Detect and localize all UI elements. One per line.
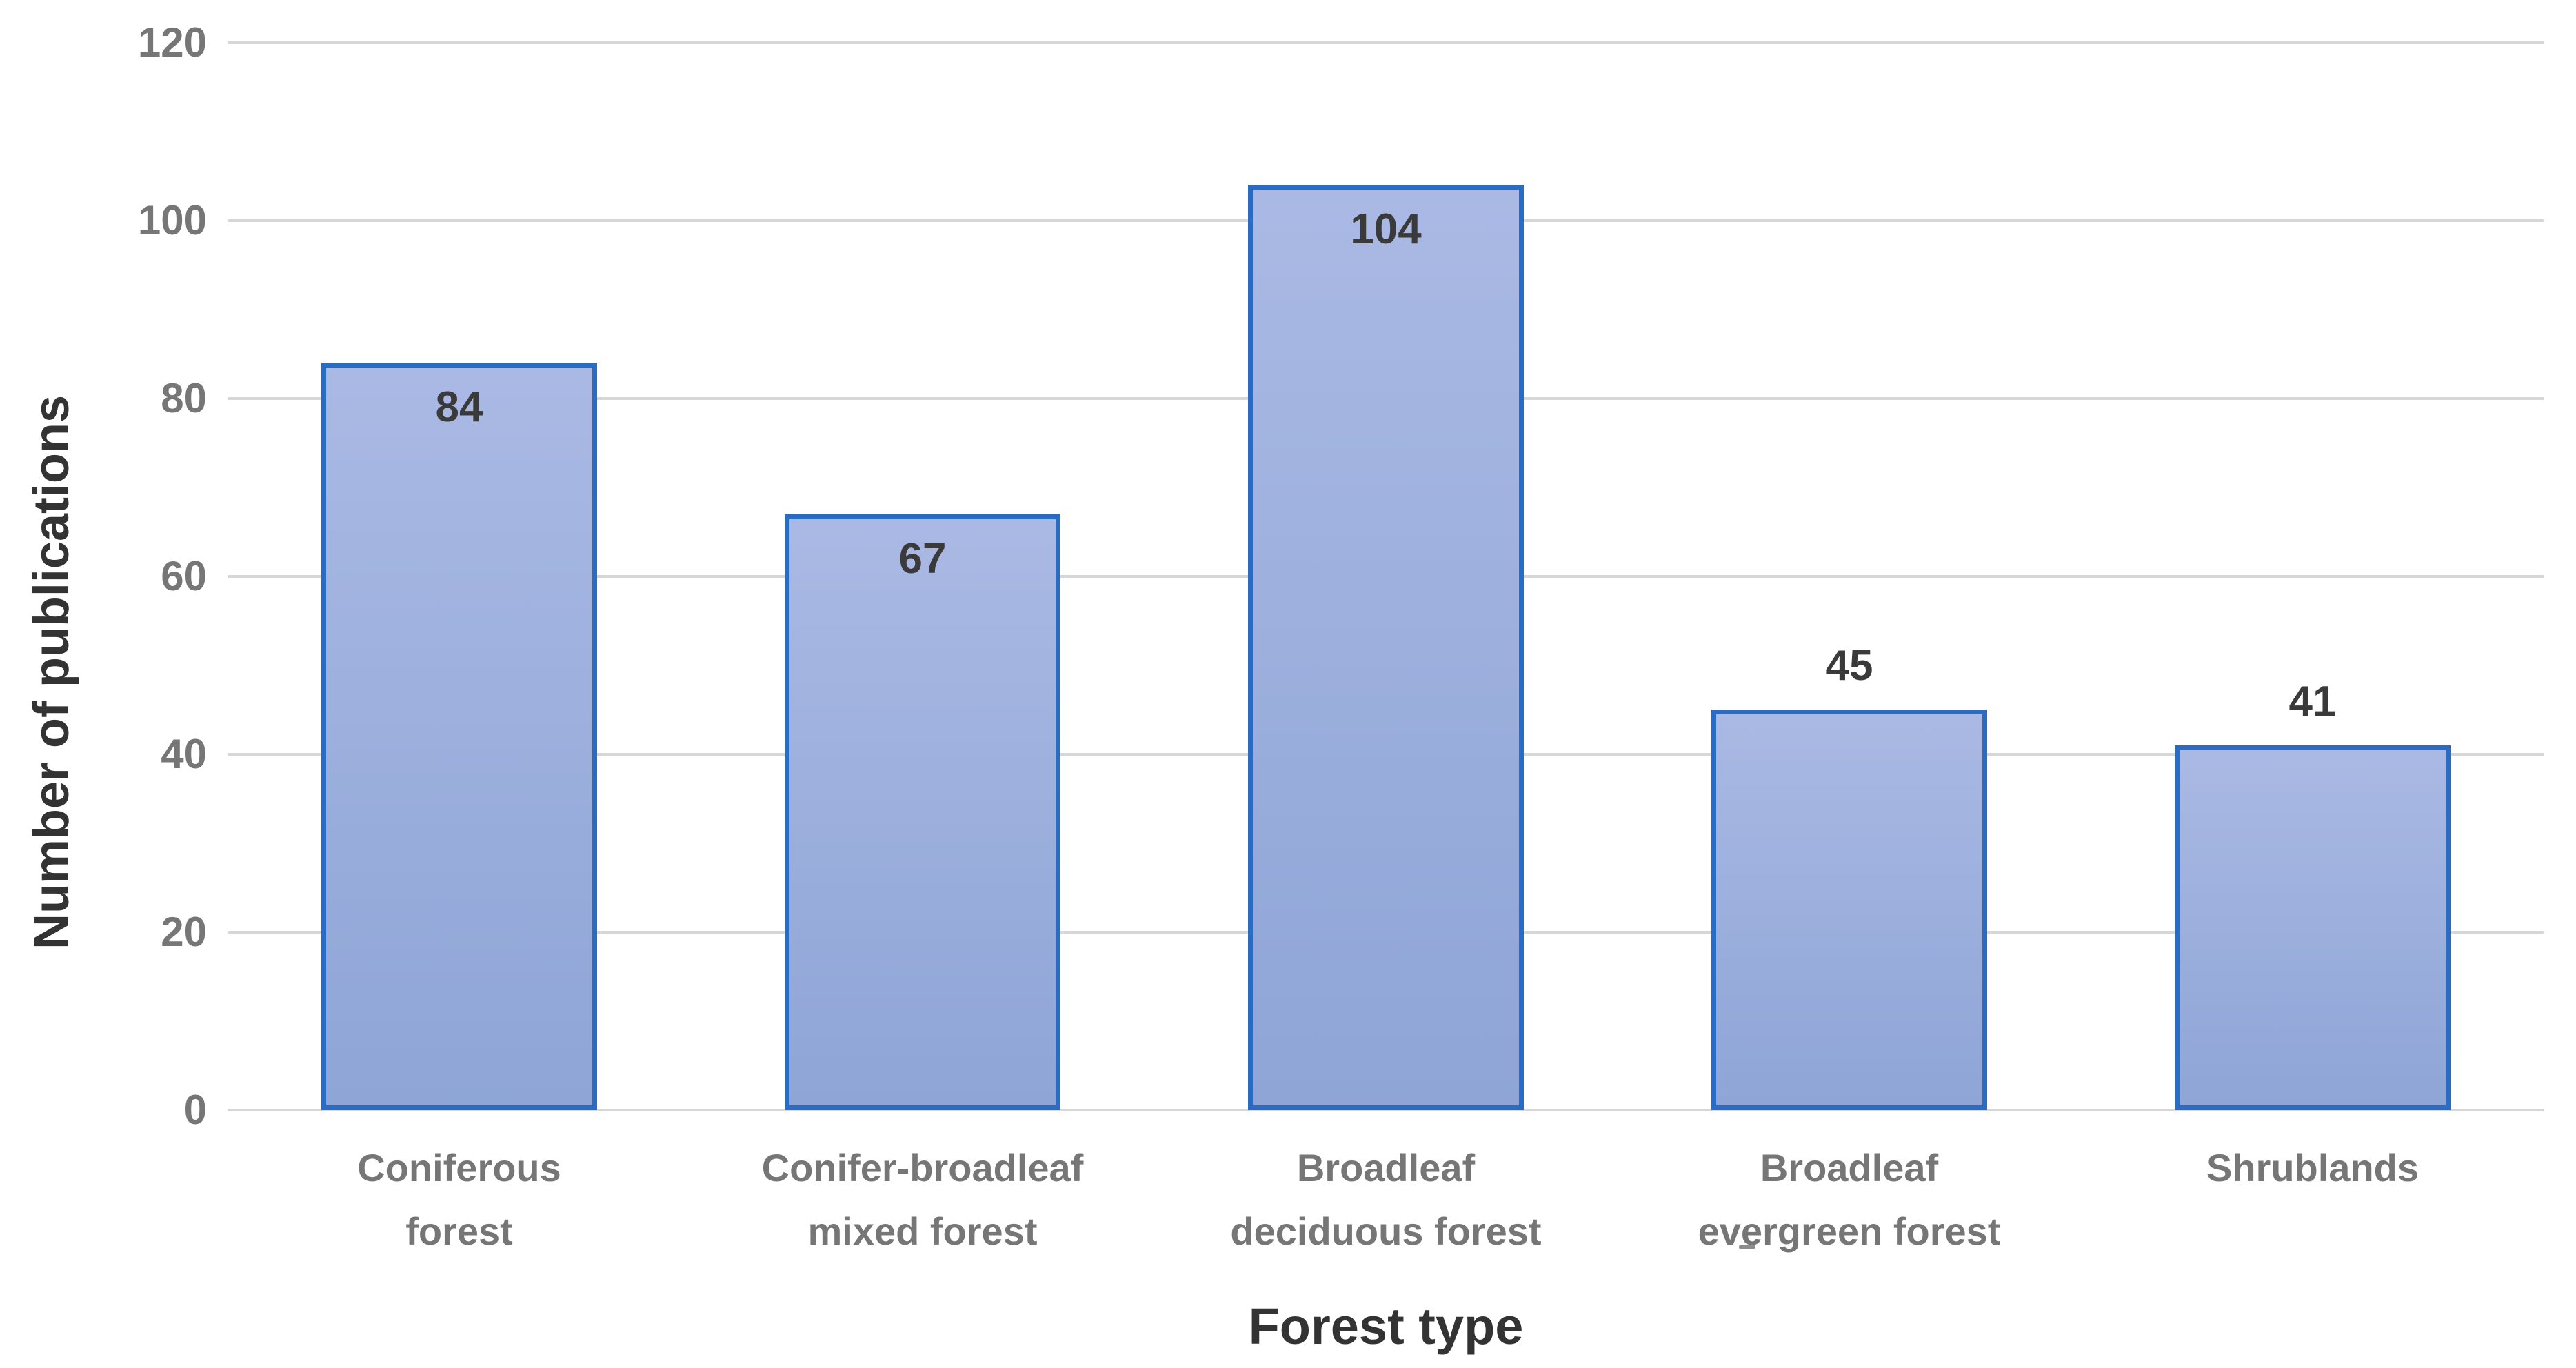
grid-line-0: [228, 1109, 2544, 1112]
x-category-label-4: Broadleaf evergreen forest: [1698, 1146, 2001, 1253]
y-tick-label-20: 20: [161, 909, 207, 955]
bar-4: [1711, 710, 1987, 1110]
plot-area: 84 67 104 45 41: [228, 41, 2544, 1112]
bar-value-label-1: 84: [435, 383, 483, 431]
y-axis-title: Number of publications: [24, 394, 79, 950]
y-tick-label-100: 100: [137, 197, 207, 243]
y-tick-label-0: 0: [183, 1087, 207, 1133]
bar-3: [1248, 185, 1524, 1110]
y-tick-label-60: 60: [161, 553, 207, 599]
x-category-label-5: Shrublands: [2206, 1146, 2419, 1189]
y-tick-label-40: 40: [161, 731, 207, 777]
x-axis-title: Forest type: [1248, 1298, 1524, 1355]
bar-value-label-2: 67: [898, 535, 947, 583]
y-tick-label-120: 120: [137, 19, 207, 66]
x-category-label-1: Coniferous forest: [357, 1146, 561, 1253]
bar-5: [2175, 745, 2451, 1110]
stray-mark: [1739, 1245, 1755, 1249]
y-tick-label-80: 80: [161, 375, 207, 421]
x-category-label-3: Broadleaf deciduous forest: [1230, 1146, 1542, 1253]
bar-1: [321, 363, 597, 1110]
x-category-label-2: Conifer-broadleaf mixed forest: [761, 1146, 1084, 1253]
bar-value-label-3: 104: [1350, 205, 1422, 253]
bar-value-label-5: 41: [2288, 678, 2337, 725]
grid-line-120: [228, 41, 2544, 44]
bar-2: [785, 514, 1060, 1110]
bar-value-label-4: 45: [1825, 642, 1873, 690]
